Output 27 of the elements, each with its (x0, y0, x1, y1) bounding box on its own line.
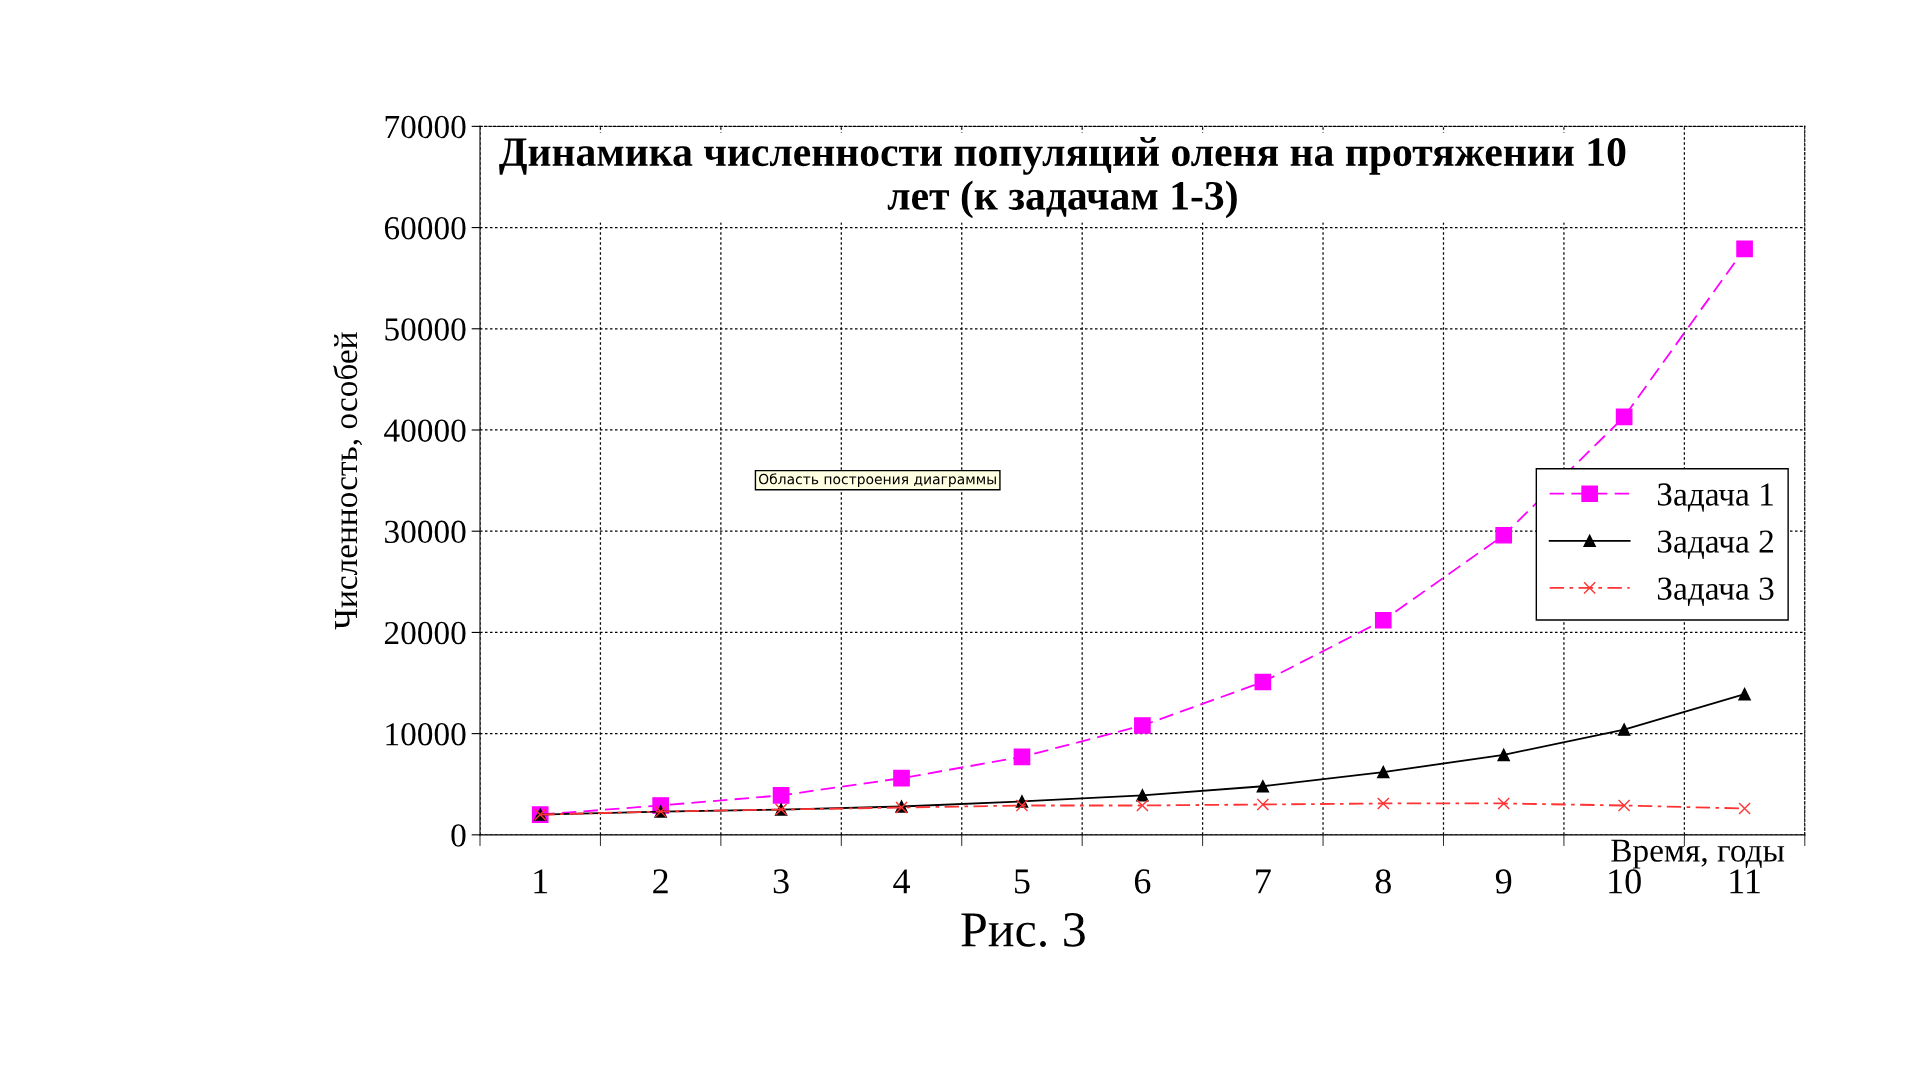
x-tick-label: 1 (534, 869, 548, 894)
x-tick-label: 5 (1015, 869, 1030, 894)
y-tick-label: 60000 (384, 216, 466, 240)
x-tick-label: 11 (1730, 869, 1760, 894)
x-tick-label: 3 (773, 869, 789, 894)
text: Рис. 3 (961, 913, 1085, 947)
y-tick-label: 50000 (385, 318, 466, 341)
annotation: Область построения диаграммы (758, 473, 996, 488)
x-tick-label: 2 (653, 869, 668, 894)
x-tick-label: 10 (1609, 869, 1641, 894)
x-tick-label: 4 (893, 869, 910, 894)
text: Динамика численности популяций оленя на протяжении 10 лет (к задачам 1-3) (499, 137, 1626, 219)
y-axis-title: Численность, особей (333, 332, 363, 630)
y-tick-label: 10000 (386, 723, 466, 746)
y-tick-label: 70000 (385, 115, 466, 139)
y-tick-label: 0 (451, 824, 466, 847)
legend-label: Задача 3 (1657, 577, 1774, 607)
x-axis-title: Время, годы (1611, 839, 1785, 869)
x-tick-label: 8 (1375, 869, 1391, 894)
legend-label: Задача 2 (1657, 530, 1773, 559)
legend-label: Задача 1 (1657, 483, 1773, 512)
y-tick-label: 20000 (384, 621, 466, 645)
x-tick-label: 6 (1134, 869, 1151, 894)
y-tick-label: 40000 (384, 419, 466, 442)
y-tick-label: 30000 (385, 520, 466, 544)
x-tick-label: 9 (1495, 869, 1512, 894)
x-tick-label: 7 (1256, 869, 1271, 894)
